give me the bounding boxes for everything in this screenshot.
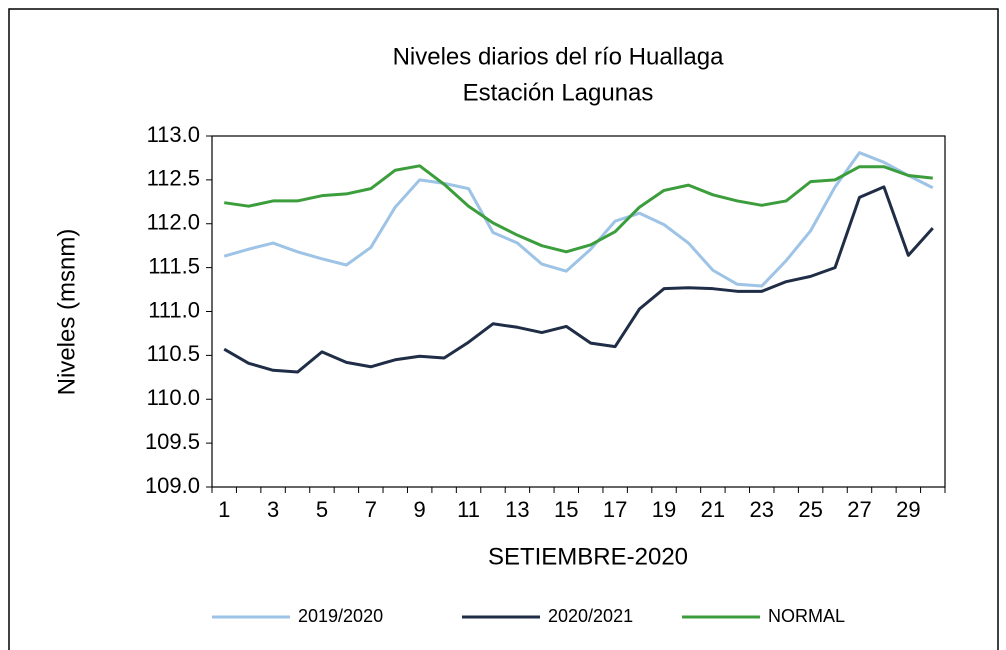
legend-label: 2020/2021 <box>548 606 633 626</box>
y-axis-label: Niveles (msnm) <box>53 229 80 396</box>
y-tick-label: 110.0 <box>147 385 200 410</box>
y-tick-label: 112.5 <box>147 166 200 191</box>
y-tick-label: 110.5 <box>147 341 200 366</box>
x-tick-label: 19 <box>652 497 676 522</box>
x-axis-label: SETIEMBRE-2020 <box>488 543 688 570</box>
series-line <box>223 151 934 288</box>
legend-label: NORMAL <box>768 606 845 626</box>
y-tick-label: 109.0 <box>145 473 200 498</box>
chart-title: Niveles diarios del río Huallaga <box>393 43 724 70</box>
x-tick-label: 23 <box>750 497 774 522</box>
x-tick-label: 13 <box>505 497 529 522</box>
x-tick-label: 17 <box>603 497 627 522</box>
x-tick-label: 1 <box>218 497 230 522</box>
chart-subtitle: Estación Lagunas <box>463 79 654 106</box>
x-tick-label: 3 <box>267 497 279 522</box>
x-tick-label: 29 <box>896 497 920 522</box>
legend-label: 2019/2020 <box>298 606 383 626</box>
x-tick-label: 5 <box>316 497 328 522</box>
y-tick-label: 113.0 <box>147 122 200 147</box>
y-tick-label: 111.0 <box>148 297 200 322</box>
x-tick-label: 11 <box>457 497 480 522</box>
y-tick-label: 111.5 <box>148 253 200 278</box>
x-tick-label: 21 <box>701 497 725 522</box>
series-line <box>224 164 933 254</box>
y-tick-label: 112.0 <box>147 210 200 235</box>
y-tick-label: 109.5 <box>145 429 200 454</box>
frame <box>8 8 999 650</box>
x-tick-label: 27 <box>847 497 871 522</box>
x-tick-label: 15 <box>554 497 578 522</box>
x-tick-label: 7 <box>365 497 377 522</box>
series-line <box>223 185 934 374</box>
x-tick-label: 25 <box>798 497 822 522</box>
x-tick-label: 9 <box>414 497 426 522</box>
